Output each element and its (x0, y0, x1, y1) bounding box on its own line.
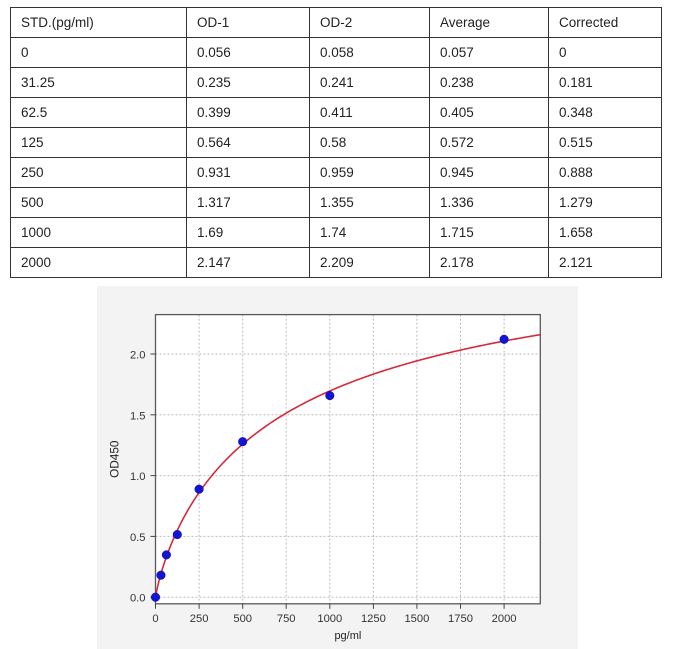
svg-text:1750: 1750 (448, 613, 473, 625)
svg-text:750: 750 (277, 613, 296, 625)
svg-text:0.0: 0.0 (130, 593, 146, 605)
svg-text:0.5: 0.5 (130, 532, 146, 544)
svg-text:pg/ml: pg/ml (334, 630, 361, 642)
svg-text:2000: 2000 (492, 613, 517, 625)
svg-text:2.0: 2.0 (130, 350, 146, 362)
svg-text:1250: 1250 (361, 613, 386, 625)
svg-text:1000: 1000 (317, 613, 342, 625)
svg-text:1.5: 1.5 (130, 410, 146, 422)
svg-text:250: 250 (190, 613, 209, 625)
svg-text:500: 500 (233, 613, 252, 625)
svg-text:1500: 1500 (404, 613, 429, 625)
svg-text:OD450: OD450 (108, 440, 122, 478)
svg-text:0: 0 (152, 613, 158, 625)
svg-text:1.0: 1.0 (130, 471, 146, 483)
